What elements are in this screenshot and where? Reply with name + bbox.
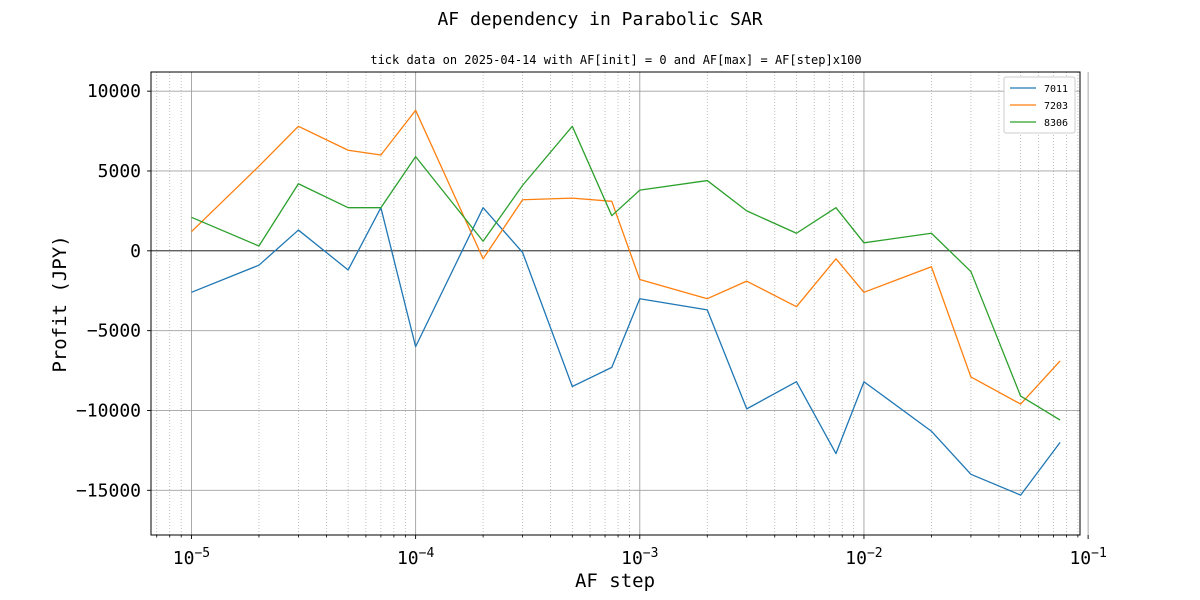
- x-tick-label: 10−2: [845, 546, 882, 569]
- data-point-7203: [379, 153, 382, 156]
- data-point-8306: [297, 182, 300, 185]
- plot-area: [151, 72, 1080, 535]
- data-point-7203: [571, 197, 574, 200]
- data-point-7203: [521, 198, 524, 201]
- x-tick-label: 10−3: [621, 546, 658, 569]
- data-point-7203: [1059, 359, 1062, 362]
- data-point-8306: [347, 206, 350, 209]
- minor-gridlines: [156, 72, 1079, 535]
- legend: 7011 7203 8306: [1003, 76, 1076, 134]
- series-line-7011: [191, 207, 1061, 496]
- data-point-7011: [610, 366, 613, 369]
- data-point-7011: [706, 308, 709, 311]
- data-point-8306: [414, 155, 417, 158]
- data-point-7011: [521, 251, 524, 254]
- x-tick-label: 10−1: [1069, 546, 1106, 569]
- y-tick-label: 5000: [98, 161, 141, 182]
- data-point-7011: [1059, 441, 1062, 444]
- x-axis-label: AF step: [575, 570, 655, 592]
- data-point-8306: [190, 216, 193, 219]
- data-point-8306: [862, 241, 865, 244]
- data-point-7203: [297, 125, 300, 128]
- data-point-8306: [379, 206, 382, 209]
- data-point-8306: [638, 189, 641, 192]
- legend-label-7203: 7203: [1044, 101, 1068, 112]
- legend-label-8306: 8306: [1044, 118, 1068, 129]
- chart-subtitle: tick data on 2025-04-14 with AF[init] = …: [370, 53, 861, 67]
- data-point-7203: [969, 375, 972, 378]
- data-point-8306: [930, 232, 933, 235]
- y-tick-label: −5000: [87, 321, 141, 342]
- data-point-8306: [834, 206, 837, 209]
- data-point-7203: [795, 305, 798, 308]
- series-layer: [190, 109, 1062, 496]
- data-point-8306: [969, 270, 972, 273]
- series-line-8306: [191, 125, 1061, 421]
- data-point-7011: [257, 264, 260, 267]
- data-point-7203: [706, 297, 709, 300]
- data-point-8306: [521, 184, 524, 187]
- data-point-7011: [190, 291, 193, 294]
- major-gridlines: [151, 72, 1089, 535]
- data-point-7011: [862, 380, 865, 383]
- ticks-layer: 10−5 10−4 10−3 10−2 10−1 10000 5000 0 −5000 −1000…: [76, 81, 1107, 569]
- data-point-7011: [571, 385, 574, 388]
- data-point-7203: [481, 257, 484, 260]
- data-point-7203: [745, 280, 748, 283]
- y-tick-label: −15000: [76, 480, 141, 501]
- data-point-8306: [1059, 418, 1062, 421]
- data-point-7203: [930, 265, 933, 268]
- data-point-8306: [481, 240, 484, 243]
- x-tick-label: 10−5: [173, 546, 210, 569]
- data-point-7011: [795, 380, 798, 383]
- data-point-7203: [862, 291, 865, 294]
- data-point-8306: [257, 244, 260, 247]
- data-point-8306: [610, 214, 613, 217]
- plot-frame: [150, 71, 1081, 536]
- data-point-7203: [257, 165, 260, 168]
- chart-title: AF dependency in Parabolic SAR: [437, 9, 762, 30]
- data-point-7011: [347, 268, 350, 271]
- data-point-7203: [347, 149, 350, 152]
- data-point-8306: [795, 232, 798, 235]
- y-axis-label: Profit (JPY): [49, 235, 71, 372]
- legend-label-7011: 7011: [1044, 84, 1068, 95]
- y-tick-label: 0: [130, 241, 141, 262]
- data-point-7011: [969, 473, 972, 476]
- data-point-7011: [745, 407, 748, 410]
- y-tick-label: −10000: [76, 400, 141, 421]
- data-point-7203: [414, 109, 417, 112]
- data-point-7011: [481, 206, 484, 209]
- data-point-7203: [610, 200, 613, 203]
- data-point-8306: [1019, 395, 1022, 398]
- data-point-7011: [1019, 493, 1022, 496]
- data-point-7203: [638, 278, 641, 281]
- data-point-7011: [638, 297, 641, 300]
- data-point-7203: [190, 230, 193, 233]
- series-line-7203: [190, 109, 1061, 405]
- data-point-7011: [297, 228, 300, 231]
- x-tick-label: 10−4: [397, 546, 435, 569]
- data-point-8306: [706, 179, 709, 182]
- data-point-7203: [834, 257, 837, 260]
- data-point-7011: [834, 452, 837, 455]
- y-tick-label: 10000: [87, 81, 141, 102]
- data-point-8306: [571, 125, 574, 128]
- data-point-7011: [414, 345, 417, 348]
- data-point-8306: [745, 209, 748, 212]
- legend-box: [1003, 76, 1076, 134]
- data-point-7203: [1019, 402, 1022, 405]
- data-point-7011: [930, 430, 933, 433]
